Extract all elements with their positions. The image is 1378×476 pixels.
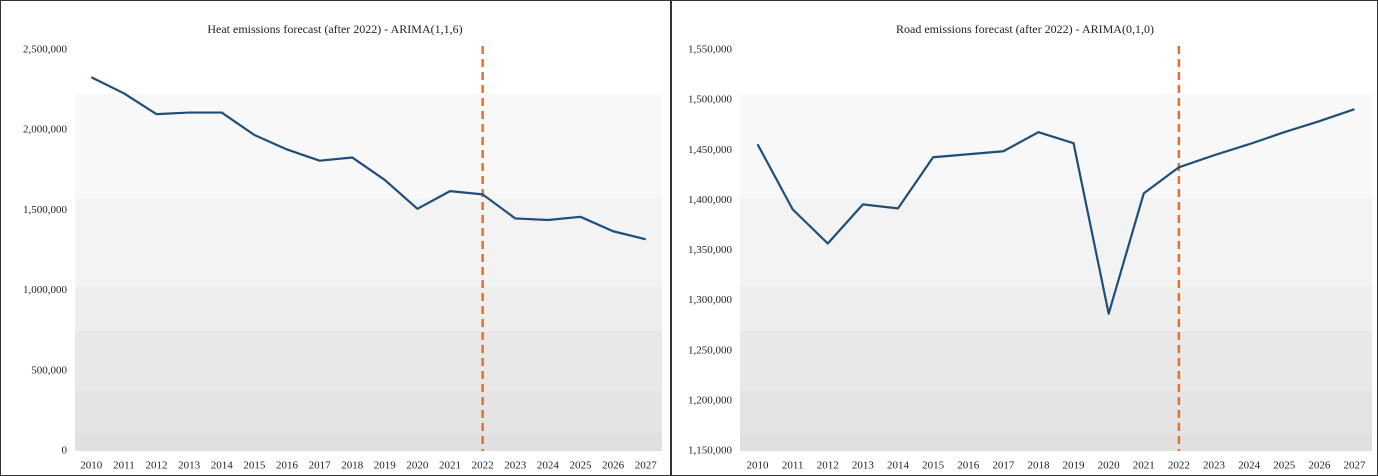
y-tick-label: 1,150,000 (688, 445, 733, 457)
x-tick-label: 2015 (922, 460, 945, 472)
x-tick-label: 2026 (602, 460, 625, 472)
x-tick-label: 2027 (1343, 460, 1366, 472)
y-tick-label: 1,200,000 (688, 394, 733, 406)
x-tick-label: 2022 (472, 460, 494, 472)
y-tick-label: 1,400,000 (688, 194, 733, 206)
chart-title: Heat emissions forecast (after 2022) - A… (207, 22, 462, 36)
x-tick-label: 2021 (1133, 460, 1155, 472)
y-tick-label: 1,500,000 (688, 94, 733, 106)
x-tick-label: 2026 (1308, 460, 1331, 472)
x-tick-label: 2025 (569, 460, 592, 472)
x-tick-label: 2011 (782, 460, 804, 472)
x-tick-label: 2012 (817, 460, 839, 472)
background-band (740, 390, 1372, 433)
x-tick-label: 2024 (1238, 460, 1261, 472)
background-band (740, 286, 1372, 331)
x-tick-label: 2023 (1203, 460, 1226, 472)
y-tick-label: 1,250,000 (688, 344, 733, 356)
x-tick-label: 2023 (504, 460, 527, 472)
x-tick-label: 2027 (635, 460, 658, 472)
y-tick-label: 500,000 (31, 364, 67, 376)
background-band (75, 390, 662, 433)
x-tick-label: 2014 (211, 460, 234, 472)
x-tick-label: 2011 (113, 460, 135, 472)
x-tick-label: 2016 (276, 460, 299, 472)
x-tick-label: 2013 (852, 460, 875, 472)
x-tick-label: 2018 (1027, 460, 1050, 472)
background-band (740, 198, 1372, 287)
y-tick-label: 1,500,000 (23, 204, 68, 216)
x-tick-label: 2016 (957, 460, 980, 472)
line (756, 108, 1355, 315)
y-tick-label: 2,000,000 (23, 124, 68, 136)
chart-title: Road emissions forecast (after 2022) - A… (896, 22, 1154, 36)
x-tick-label: 2024 (537, 460, 560, 472)
background-band (740, 432, 1372, 451)
y-tick-label: 1,450,000 (688, 144, 733, 156)
y-tick-label: 1,350,000 (688, 244, 733, 256)
y-tick-label: 1,000,000 (23, 284, 68, 296)
x-tick-label: 2010 (747, 460, 770, 472)
y-tick-label: 1,550,000 (688, 44, 733, 56)
x-tick-label: 2022 (1168, 460, 1190, 472)
x-tick-label: 2013 (178, 460, 201, 472)
background-band (75, 198, 662, 287)
background-band (75, 286, 662, 331)
y-tick-label: 1,300,000 (688, 294, 733, 306)
y-tick-label: 0 (62, 445, 68, 457)
x-tick-label: 2021 (439, 460, 461, 472)
x-tick-label: 2025 (1273, 460, 1296, 472)
x-tick-label: 2020 (1098, 460, 1121, 472)
x-tick-label: 2014 (887, 460, 910, 472)
x-tick-label: 2015 (243, 460, 266, 472)
y-tick-label: 2,500,000 (23, 44, 68, 56)
background-band (75, 432, 662, 451)
background-band (740, 94, 1372, 199)
line (90, 76, 646, 241)
background-band (75, 330, 662, 391)
x-tick-label: 2017 (992, 460, 1015, 472)
x-tick-label: 2012 (146, 460, 168, 472)
background-band (740, 330, 1372, 391)
x-tick-label: 2020 (406, 460, 429, 472)
x-tick-label: 2010 (80, 460, 103, 472)
x-tick-label: 2017 (309, 460, 332, 472)
x-tick-label: 2019 (1063, 460, 1086, 472)
background-band (75, 94, 662, 199)
x-tick-label: 2019 (374, 460, 397, 472)
x-tick-label: 2018 (341, 460, 364, 472)
